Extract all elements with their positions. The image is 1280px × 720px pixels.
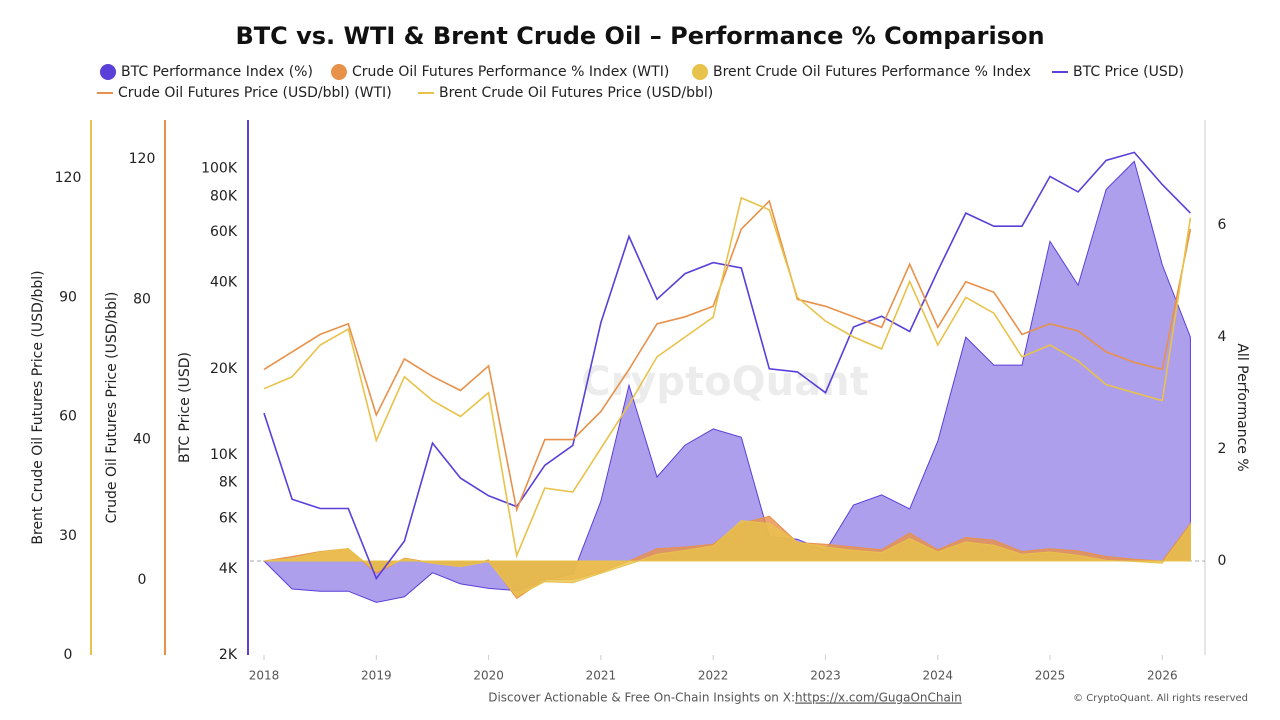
y-tick-label: 20K <box>210 361 238 377</box>
x-tick-label: 2024 <box>922 669 953 683</box>
y-tick-label: 80 <box>133 291 151 307</box>
y-axis-title: Brent Crude Oil Futures Price (USD/bbl) <box>30 270 46 544</box>
y-axis-title: Crude Oil Futures Price (USD/bbl) <box>104 292 120 524</box>
y-tick-label: 2K <box>219 647 238 663</box>
y-tick-label: 100K <box>201 161 238 177</box>
y-tick-label: 0 <box>138 572 147 588</box>
chart-title: BTC vs. WTI & Brent Crude Oil – Performa… <box>235 22 1044 50</box>
copyright: © CryptoQuant. All rights reserved <box>1073 693 1248 704</box>
x-tick-label: 2022 <box>698 669 729 683</box>
y-tick-label: 0 <box>1218 553 1227 569</box>
watermark: CryptoQuant <box>581 359 868 405</box>
y-tick-label: 4 <box>1218 329 1227 345</box>
y-tick-label: 6 <box>1218 217 1227 233</box>
y-tick-label: 40K <box>210 275 238 291</box>
y-tick-label: 4K <box>219 561 238 577</box>
legend-label: BTC Performance Index (%) <box>121 64 313 80</box>
x-tick-label: 2021 <box>586 669 617 683</box>
x-tick-label: 2019 <box>361 669 392 683</box>
x-tick-label: 2025 <box>1035 669 1066 683</box>
footer-link[interactable]: https://x.com/GugaOnChain <box>795 691 962 705</box>
footer-text: Discover Actionable & Free On-Chain Insi… <box>488 691 795 705</box>
legend-label: Crude Oil Futures Price (USD/bbl) (WTI) <box>118 85 392 101</box>
x-tick-label: 2023 <box>810 669 841 683</box>
legend-marker <box>100 64 116 80</box>
y-tick-label: 30 <box>59 528 77 544</box>
y-axis-title: BTC Price (USD) <box>177 352 193 463</box>
legend-label: Brent Crude Oil Futures Performance % In… <box>713 64 1031 80</box>
y-tick-label: 8K <box>219 475 238 491</box>
x-tick-label: 2026 <box>1147 669 1178 683</box>
legend-label: Crude Oil Futures Performance % Index (W… <box>352 64 669 80</box>
y-tick-label: 10K <box>210 447 238 463</box>
y-tick-label: 60 <box>59 409 77 425</box>
y-tick-label: 90 <box>59 289 77 305</box>
legend-marker <box>331 64 347 80</box>
price-line <box>263 151 1191 581</box>
x-tick-label: 2018 <box>249 669 280 683</box>
x-tick-label: 2020 <box>473 669 504 683</box>
legend-marker <box>692 64 708 80</box>
y-tick-label: 120 <box>55 170 82 186</box>
y-tick-label: 0 <box>64 647 73 663</box>
legend-label: BTC Price (USD) <box>1073 64 1184 80</box>
y-tick-label: 60K <box>210 224 238 240</box>
performance-area <box>263 520 1191 597</box>
y-tick-label: 40 <box>133 432 151 448</box>
y-tick-label: 120 <box>129 151 156 167</box>
performance-area <box>263 160 1191 603</box>
y-tick-label: 6K <box>219 510 238 526</box>
price-line <box>263 199 1192 513</box>
legend-label: Brent Crude Oil Futures Price (USD/bbl) <box>439 85 713 101</box>
y-tick-label: 80K <box>210 188 238 204</box>
price-line <box>263 196 1192 559</box>
y-tick-label: 2 <box>1218 441 1227 457</box>
y-axis-title: All Performance % <box>1234 343 1250 471</box>
